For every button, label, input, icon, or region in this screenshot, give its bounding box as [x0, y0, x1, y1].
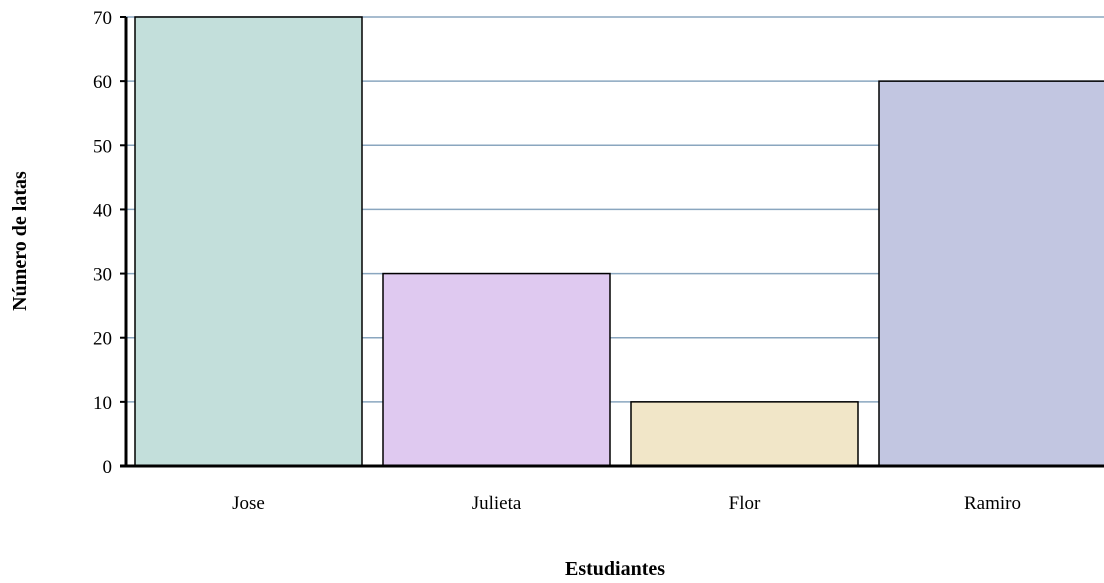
y-tick-label: 20: [93, 329, 112, 350]
y-tick-label: 50: [93, 136, 112, 157]
y-tick-label: 30: [93, 265, 112, 286]
x-tick-label-jose: Jose: [232, 493, 265, 514]
x-tick-labels: Jose Julieta Flor Ramiro: [232, 493, 1021, 514]
axes: [120, 16, 1104, 468]
x-tick-label-julieta: Julieta: [472, 493, 522, 514]
x-tick-label-ramiro: Ramiro: [964, 493, 1021, 514]
y-tick-label: 70: [93, 8, 112, 29]
y-tick-label: 10: [93, 393, 112, 414]
y-tick-label: 40: [93, 200, 112, 221]
bar-julieta: [382, 272, 611, 467]
y-tick-label: 60: [93, 72, 112, 93]
y-axis-title: Número de latas: [9, 171, 31, 311]
x-tick-label-flor: Flor: [729, 493, 761, 514]
bar-flor: [630, 401, 859, 467]
bar-jose: [134, 16, 363, 467]
y-tick-label: 0: [103, 457, 113, 478]
bars: [134, 16, 1104, 467]
x-axis-title: Estudiantes: [565, 558, 665, 580]
y-tick-labels: 0 10 20 30 40 50 60 70: [93, 8, 112, 478]
bar-ramiro: [878, 80, 1104, 467]
